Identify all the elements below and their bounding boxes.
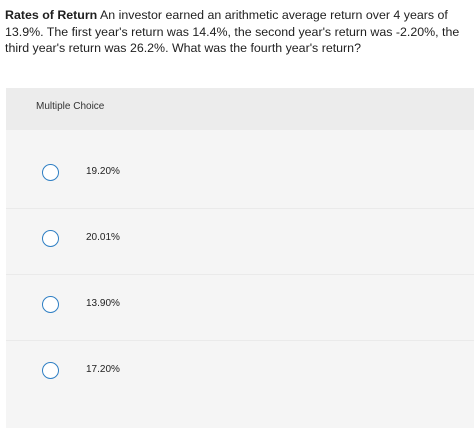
answer-option-label: 13.90% — [86, 298, 120, 309]
answer-option-1[interactable]: 19.20% — [6, 150, 474, 197]
radio-button-icon[interactable] — [42, 362, 59, 379]
answer-panel: Multiple Choice 19.20% 20.01% 13.90% 17.… — [6, 88, 474, 428]
radio-button-icon[interactable] — [42, 296, 59, 313]
radio-button-icon[interactable] — [42, 164, 59, 181]
answer-option-2[interactable]: 20.01% — [6, 216, 474, 263]
radio-button-icon[interactable] — [42, 230, 59, 247]
answer-option-3[interactable]: 13.90% — [6, 282, 474, 329]
question-body: An investor earned an arithmetic average… — [5, 8, 460, 55]
answer-panel-header: Multiple Choice — [6, 88, 474, 130]
answer-option-4[interactable]: 17.20% — [6, 348, 474, 395]
question-title: Rates of Return — [5, 8, 98, 22]
answer-option-label: 19.20% — [86, 166, 120, 177]
answer-option-label: 20.01% — [86, 232, 120, 243]
option-divider — [6, 208, 474, 209]
question-text-block: Rates of Return An investor earned an ar… — [5, 7, 469, 57]
option-divider — [6, 274, 474, 275]
question-type-label: Multiple Choice — [36, 101, 105, 112]
option-divider — [6, 340, 474, 341]
answer-option-label: 17.20% — [86, 364, 120, 375]
